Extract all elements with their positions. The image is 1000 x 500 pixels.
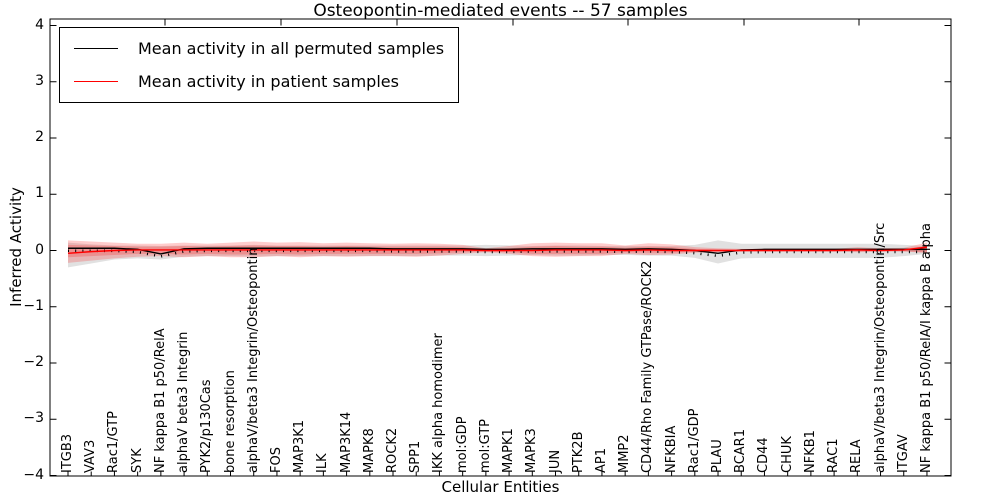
x-tick-label: PLAU [710, 439, 726, 473]
x-tick-label: ITGB3 [60, 433, 75, 473]
x-axis-label: Cellular Entities [441, 478, 560, 496]
x-tick-label: NF kappa B1 p50/RelA/I kappa B alpha [918, 223, 934, 473]
y-tick-label: 3 [35, 72, 44, 89]
legend-item-permuted: Mean activity in all permuted samples [74, 32, 444, 65]
permuted-line-sample-icon [74, 48, 118, 49]
y-tick-label: −3 [23, 410, 44, 427]
y-tick-label: −2 [23, 354, 44, 370]
x-tick-label: FOS [268, 447, 284, 473]
legend-item-patient: Mean activity in patient samples [74, 65, 444, 98]
x-tick-label: SPP1 [408, 440, 424, 473]
y-tick-label: −1 [23, 297, 44, 314]
x-tick-label: RAC1 [826, 438, 842, 473]
x-tick-label: NFKBIA [663, 425, 679, 473]
x-tick-label: BCAR1 [733, 429, 749, 473]
x-tick-label: PYK2/p130Cas [199, 379, 215, 473]
x-tick-label: alphaV/beta3 Integrin/Osteopontin [245, 247, 261, 473]
y-tick-label: 2 [35, 129, 44, 145]
patient-mean-line [67, 246, 928, 255]
legend-label-permuted: Mean activity in all permuted samples [138, 39, 445, 58]
permuted-mean-line [68, 247, 927, 255]
chart-title: Osteopontin-mediated events -- 57 sample… [313, 1, 688, 21]
legend: Mean activity in all permuted samples Me… [59, 27, 460, 103]
x-tick-label: ILK [315, 453, 331, 473]
x-tick-label: VAV3 [83, 439, 99, 473]
x-tick-label: CHUK [779, 436, 795, 473]
x-tick-label: AP1 [593, 447, 609, 473]
x-tick-label: SYK [129, 448, 145, 473]
x-tick-label: MAPK3 [524, 428, 540, 473]
axes-frame [49, 18, 952, 477]
x-tick-label: MMP2 [617, 434, 633, 473]
x-tick-label: RELA [849, 439, 865, 473]
x-tick-label: NF kappa B1 p50/RelA [152, 328, 168, 473]
permuted-mean-markers [68, 249, 927, 258]
x-tick-label: MAP3K1 [292, 419, 308, 473]
y-tick-label: −4 [23, 466, 44, 483]
y-tick-label: 4 [35, 16, 44, 33]
x-tick-label: ROCK2 [385, 427, 400, 473]
x-tick-label: IKK alpha homodimer [431, 333, 447, 473]
permuted-std-band [68, 240, 927, 268]
x-tick-label: MAP3K14 [338, 411, 354, 473]
x-tick-label: Rac1/GTP [106, 411, 122, 473]
x-tick-label: CD44/Rho Family GTPase/ROCK2 [640, 260, 656, 473]
x-tick-label: mol:GTP [477, 419, 493, 473]
x-tick-label: alphaV beta3 Integrin [176, 331, 192, 473]
patient-std-band-outer [68, 240, 927, 263]
legend-label-patient: Mean activity in patient samples [138, 72, 399, 91]
y-tick-label: 0 [35, 241, 44, 258]
x-tick-label: NFKB1 [802, 430, 818, 473]
x-tick-label: MAPK1 [501, 428, 517, 473]
y-tick-label: 1 [35, 185, 44, 202]
x-tick-label: bone resorption [222, 370, 238, 473]
x-tick-label: alphaV/beta3 Integrin/Osteopontin/Src [872, 222, 888, 473]
patient-line-sample-icon [74, 81, 118, 82]
x-tick-label: Rac1/GDP [686, 408, 702, 473]
x-tick-label: CD44 [756, 437, 772, 473]
x-tick-label: ITGAV [895, 434, 911, 473]
x-tick-label: JUN [547, 449, 563, 473]
x-tick-label: mol:GDP [454, 416, 470, 473]
x-tick-label: MAPK8 [361, 428, 377, 473]
x-tick-label: PTK2B [570, 431, 586, 474]
